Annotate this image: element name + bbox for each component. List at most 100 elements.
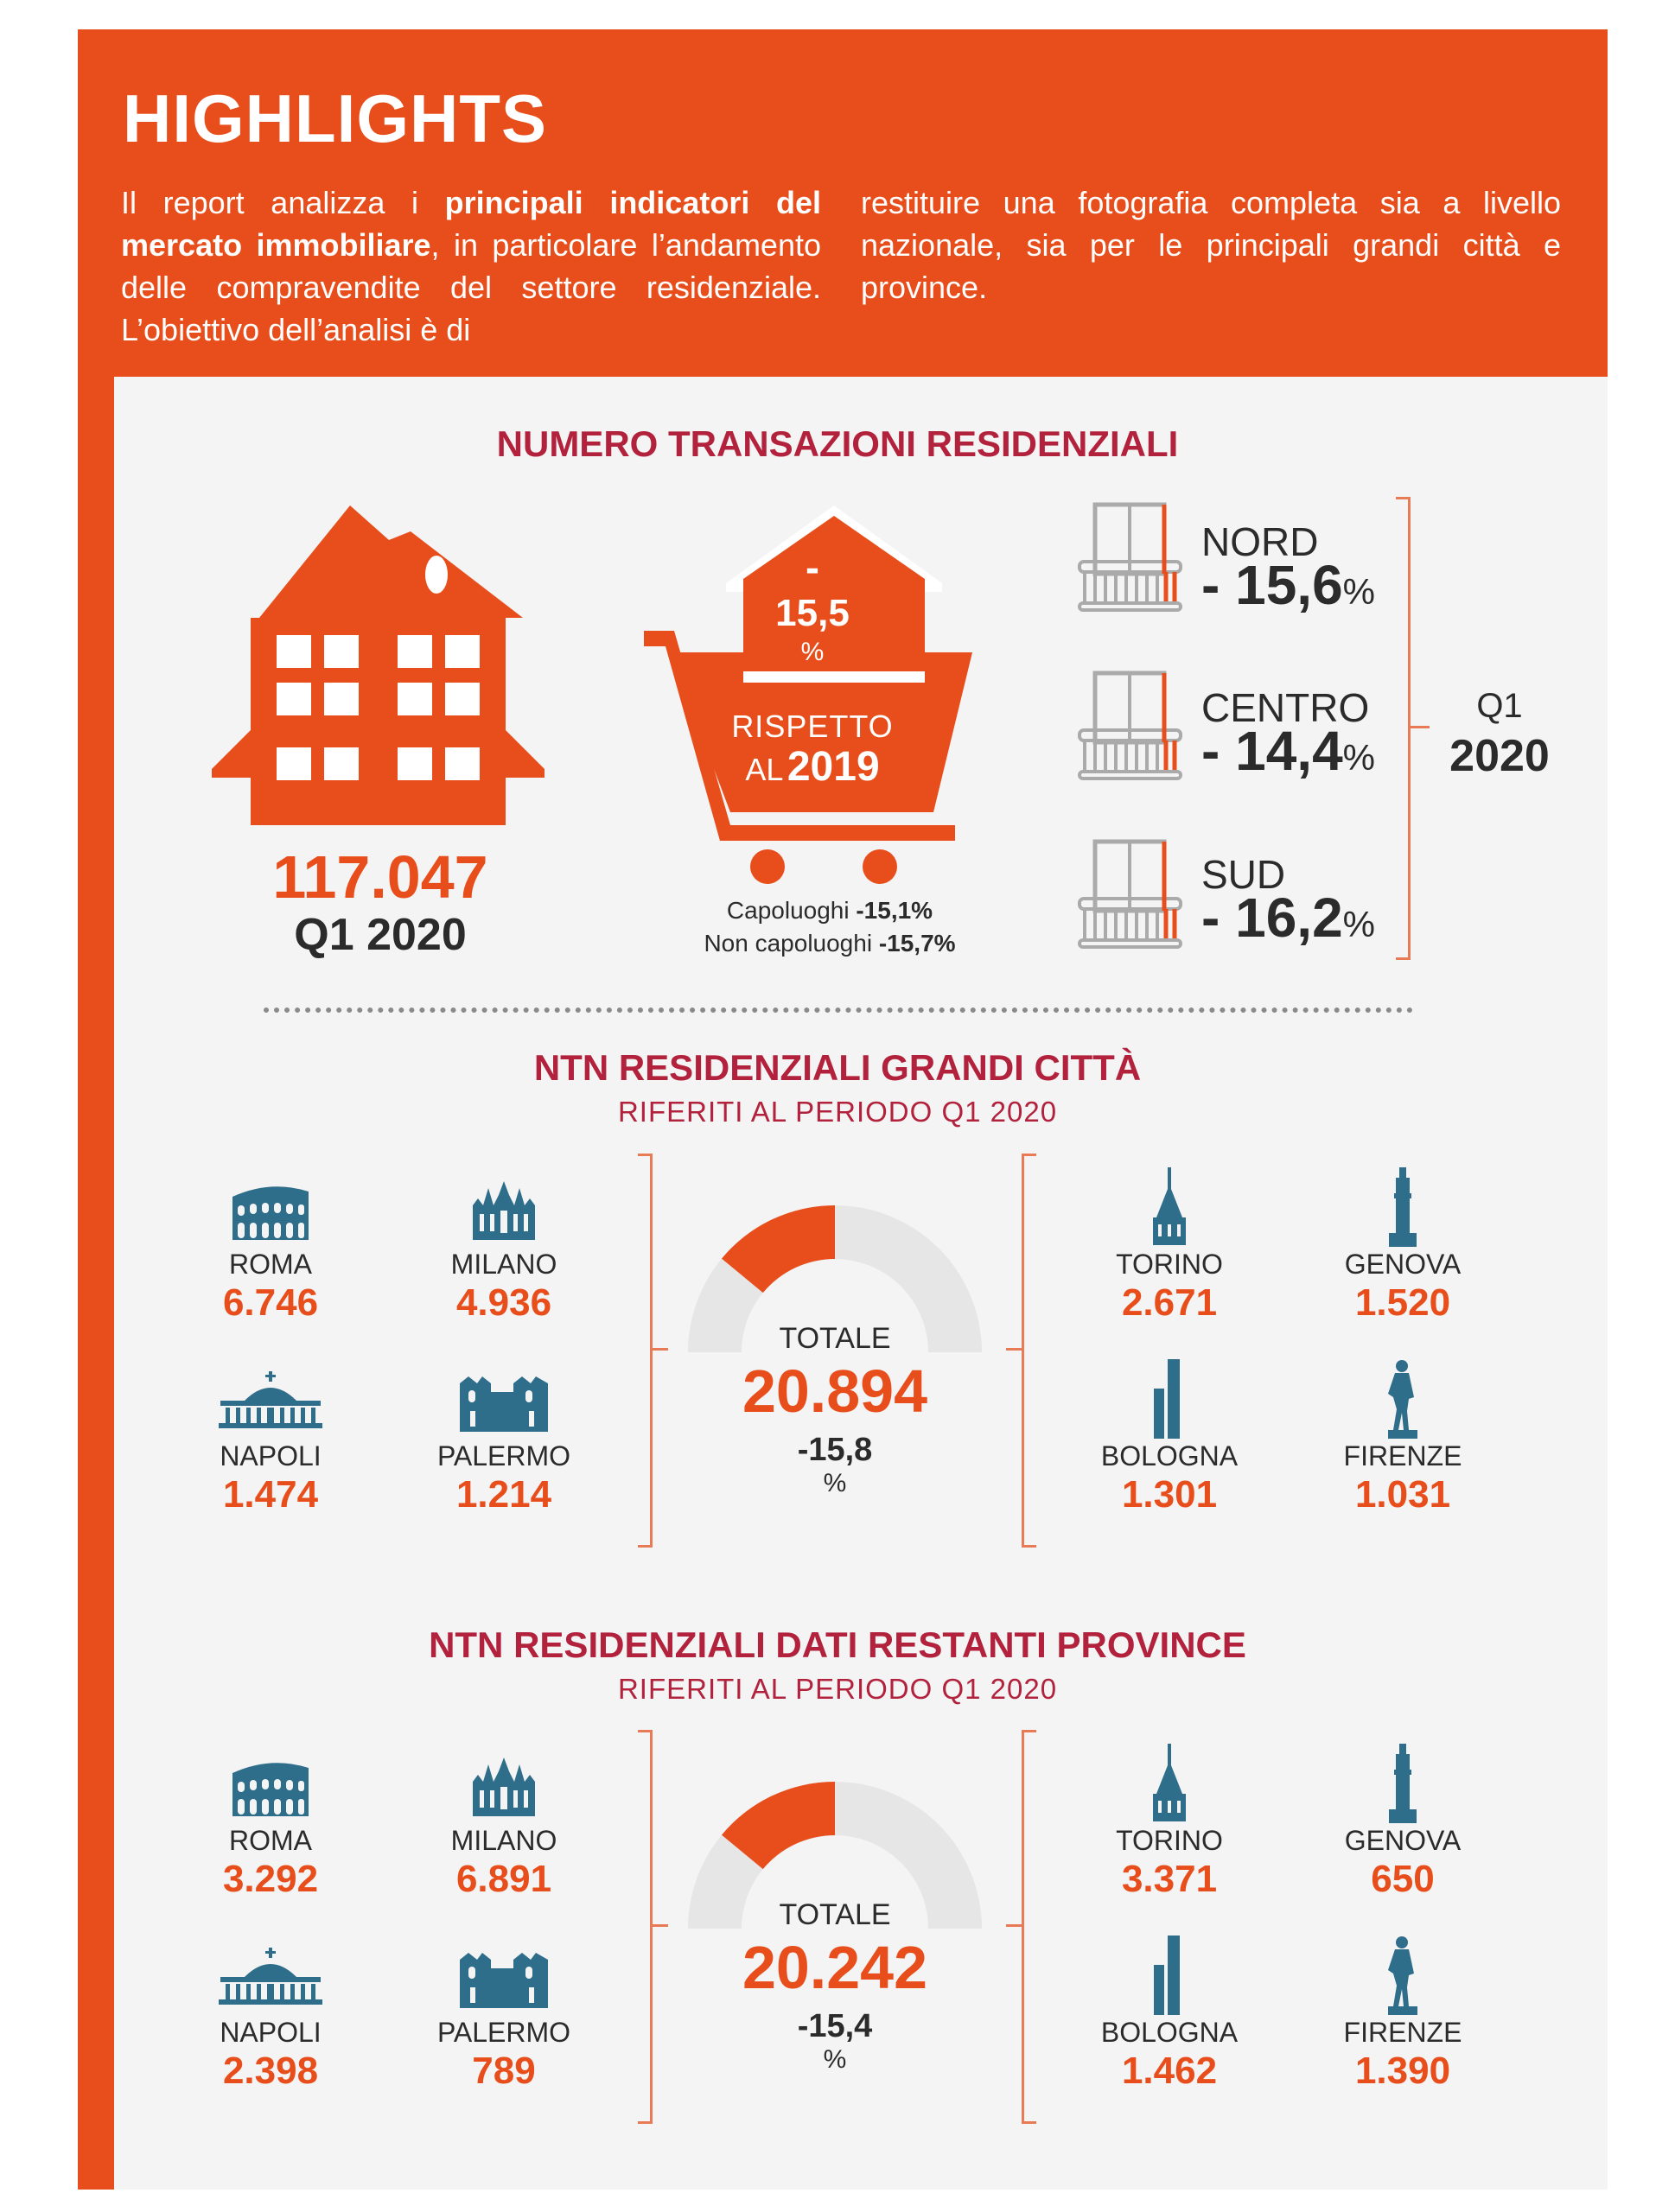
city-name-genova: GENOVA — [1344, 1249, 1462, 1280]
non-capoluoghi-line: Non capoluoghi -15,7% — [704, 930, 956, 957]
bracket-left-tick — [653, 1348, 668, 1351]
city-name-milano: MILANO — [450, 1825, 557, 1856]
period-q: Q1 — [1476, 687, 1523, 725]
city-name-roma: ROMA — [229, 1249, 312, 1280]
cathedral-icon — [392, 1371, 616, 1438]
lanterna-icon — [1290, 1744, 1515, 1827]
section-subtitle-province: RIFERITI AL PERIODO Q1 2020 — [617, 1673, 1058, 1705]
city-value-palermo: 789 — [472, 2050, 536, 2092]
region-value-centro: - 14,4% — [1201, 720, 1376, 782]
bracket-left — [638, 1154, 653, 1548]
gauge-total-change: -15,4 — [797, 2008, 873, 2044]
section-subtitle-grandi-citta: RIFERITI AL PERIODO Q1 2020 — [617, 1096, 1058, 1128]
gauge-total-value: 20.242 — [742, 1934, 928, 2001]
intro-text-right: restituire una fotografia completa sia a… — [861, 185, 1561, 305]
city-value-palermo: 1.214 — [455, 1473, 552, 1516]
lanterna-icon — [1290, 1167, 1515, 1251]
change-value: 15,5 — [775, 592, 850, 634]
colosseum-icon — [158, 1756, 383, 1822]
total-transactions-period: Q1 2020 — [294, 910, 467, 960]
region-name-nord: NORD — [1201, 519, 1319, 564]
city-value-genova: 650 — [1371, 1858, 1435, 1900]
region-value-nord: - 15,6% — [1201, 554, 1376, 616]
bracket-left — [638, 1730, 653, 2124]
city-name-bologna: BOLOGNA — [1100, 2017, 1239, 2048]
compare-label: RISPETTO — [731, 709, 894, 744]
city-name-firenze: FIRENZE — [1343, 1440, 1462, 1471]
balcony-icon — [1078, 671, 1182, 780]
city-name-napoli: NAPOLI — [220, 1440, 322, 1471]
total-transactions-value: 117.047 — [272, 843, 488, 911]
section-title-transazioni: NUMERO TRANSAZIONI RESIDENZIALI — [496, 423, 1179, 464]
duomo-icon — [392, 1756, 616, 1822]
gauge-total-unit: % — [823, 1469, 847, 1497]
city-value-torino: 2.671 — [1121, 1281, 1218, 1324]
city-name-genova: GENOVA — [1344, 1825, 1462, 1856]
change-unit: % — [800, 638, 825, 666]
region-value-sud: - 16,2% — [1201, 887, 1376, 949]
bracket-right-tick — [1006, 1924, 1022, 1927]
bracket-left-tick — [653, 1924, 668, 1927]
city-value-genova: 1.520 — [1354, 1281, 1451, 1324]
basilica-icon — [158, 1948, 383, 2009]
compare-year-line: AL 2019 — [745, 744, 880, 790]
city-value-milano: 6.891 — [455, 1858, 552, 1900]
towers-icon — [1057, 1936, 1282, 2019]
city-name-bologna: BOLOGNA — [1100, 1440, 1239, 1471]
city-value-napoli: 1.474 — [222, 1473, 319, 1516]
region-sud — [1076, 838, 1184, 955]
region-nord — [1076, 501, 1184, 618]
gauge-total-change: -15,8 — [797, 1432, 873, 1468]
region-bracket — [1396, 497, 1411, 960]
city-name-palermo: PALERMO — [436, 1440, 571, 1471]
mole-icon — [1057, 1167, 1282, 1249]
city-value-roma: 6.746 — [222, 1281, 319, 1324]
gauge-total-value: 20.894 — [742, 1357, 928, 1425]
duomo-icon — [392, 1179, 616, 1246]
cart-icon — [644, 505, 972, 884]
colosseum-icon — [158, 1179, 383, 1246]
house-icon — [212, 505, 545, 825]
gauge-total-unit: % — [823, 2045, 847, 2074]
page-title: HIGHLIGHTS — [123, 80, 547, 156]
city-value-napoli: 2.398 — [222, 2050, 319, 2092]
david-icon — [1290, 1936, 1515, 2019]
city-value-firenze: 1.390 — [1354, 2050, 1451, 2092]
change-sign: - — [806, 545, 819, 591]
city-name-napoli: NAPOLI — [220, 2017, 322, 2048]
section-title-province: NTN RESIDENZIALI DATI RESTANTI PROVINCE — [429, 1624, 1246, 1665]
basilica-icon — [158, 1371, 383, 1433]
region-centro — [1076, 670, 1184, 786]
bracket-right — [1022, 1154, 1036, 1548]
intro-text-left: Il report analizza i principali indicato… — [121, 185, 821, 347]
balcony-icon — [1078, 502, 1182, 612]
city-value-torino: 3.371 — [1121, 1858, 1218, 1900]
city-name-torino: TORINO — [1116, 1825, 1223, 1856]
towers-icon — [1057, 1359, 1282, 1443]
david-icon — [1290, 1359, 1515, 1443]
city-value-milano: 4.936 — [455, 1281, 552, 1324]
city-value-roma: 3.292 — [222, 1858, 319, 1900]
bracket-tick — [1411, 726, 1430, 728]
city-name-roma: ROMA — [229, 1825, 312, 1856]
period-year: 2020 — [1449, 731, 1550, 781]
region-name-centro: CENTRO — [1201, 685, 1370, 730]
city-name-torino: TORINO — [1116, 1249, 1223, 1280]
city-value-bologna: 1.462 — [1121, 2050, 1218, 2092]
city-name-milano: MILANO — [450, 1249, 557, 1280]
region-name-sud: SUD — [1201, 852, 1286, 897]
capoluoghi-line: Capoluoghi -15,1% — [726, 897, 933, 924]
gauge-total-label: TOTALE — [779, 1322, 891, 1355]
balcony-icon — [1078, 839, 1182, 949]
bracket-right-tick — [1006, 1348, 1022, 1351]
city-value-firenze: 1.031 — [1354, 1473, 1451, 1516]
divider — [264, 1007, 1413, 1013]
bracket-right — [1022, 1730, 1036, 2124]
gauge-total-label: TOTALE — [779, 1898, 891, 1931]
section-title-grandi-citta: NTN RESIDENZIALI GRANDI CITTÀ — [533, 1047, 1142, 1088]
cathedral-icon — [392, 1948, 616, 2014]
city-name-firenze: FIRENZE — [1343, 2017, 1462, 2048]
mole-icon — [1057, 1744, 1282, 1826]
city-name-palermo: PALERMO — [436, 2017, 571, 2048]
city-value-bologna: 1.301 — [1121, 1473, 1218, 1516]
